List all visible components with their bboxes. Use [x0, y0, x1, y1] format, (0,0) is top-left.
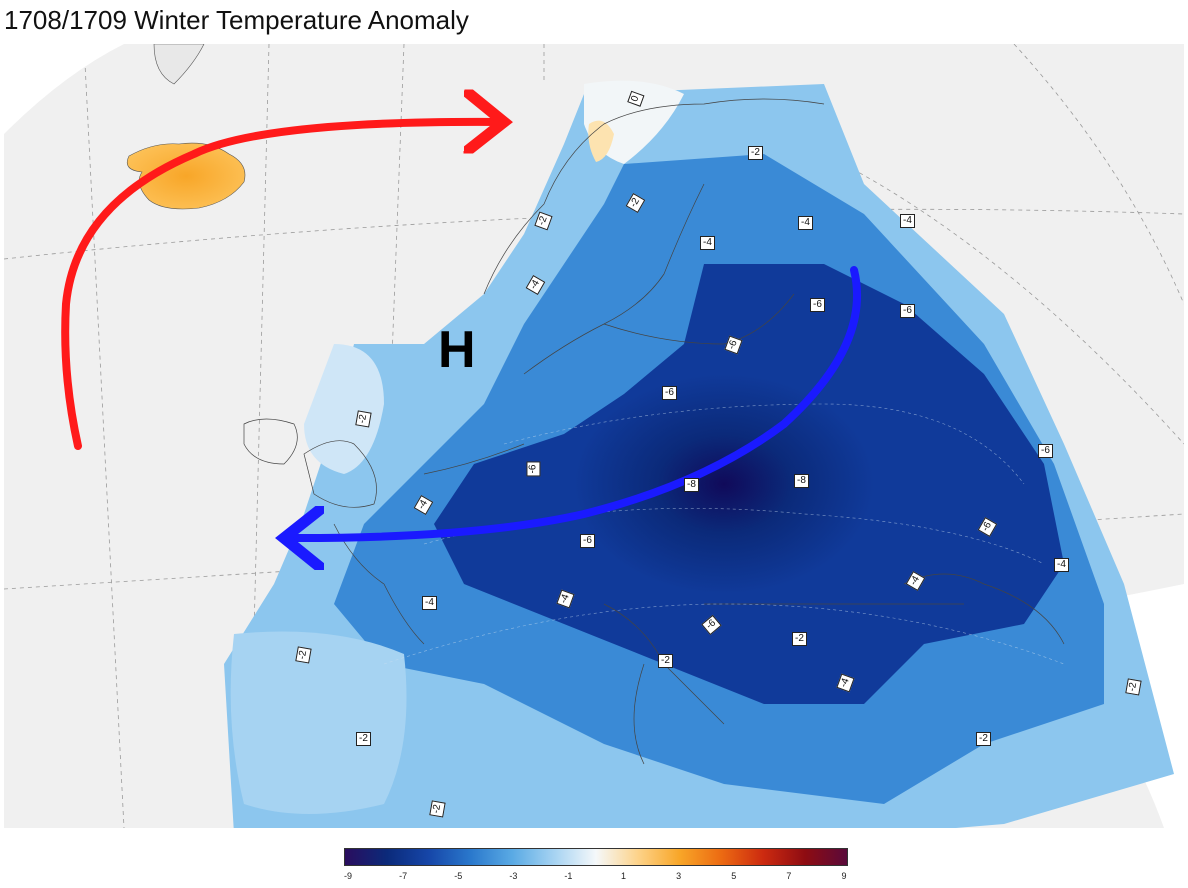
contour-label: -4 [798, 216, 813, 230]
contour-label: -4 [1054, 558, 1069, 572]
temperature-anomaly-map: 0 -2 -2 -2 -4 -4 -4 -4 -6 -6 -6 -6 -6 -2… [4, 44, 1184, 828]
colorbar-tick-label: 9 [841, 871, 847, 881]
colorbar-tick-label: 3 [676, 871, 682, 881]
contour-label: -8 [794, 474, 809, 488]
contour-label: -2 [748, 146, 763, 160]
colorbar-tick-label: -9 [343, 871, 353, 881]
contour-label: -4 [700, 236, 715, 250]
contour-label: -6 [662, 386, 677, 400]
contour-label: -2 [792, 632, 807, 646]
colorbar-tick-label: -7 [399, 871, 408, 881]
high-pressure-label: H [438, 321, 476, 379]
contour-label: -2 [1125, 678, 1142, 696]
contour-label: -2 [429, 800, 446, 818]
colorbar-tick-label: -1 [564, 871, 573, 881]
contour-label: -6 [580, 534, 595, 548]
contour-label: -2 [295, 646, 312, 664]
british-isles-field [304, 344, 384, 474]
map-title: 1708/1709 Winter Temperature Anomaly [4, 5, 469, 35]
contour-label: -4 [422, 596, 437, 610]
contour-label: -6 [526, 461, 541, 477]
greenland-coast [153, 44, 205, 85]
map-canvas [4, 44, 1184, 828]
contour-lines [383, 403, 1065, 665]
iceland [126, 142, 246, 210]
colorbar-tick-label: 5 [731, 871, 737, 881]
contour-label: -6 [810, 298, 825, 312]
contour-label: -8 [684, 478, 699, 492]
contour-label: -2 [658, 654, 673, 668]
contour-label: -2 [355, 410, 372, 428]
coastlines [243, 98, 1065, 765]
colorbar-legend: -9 -7 -5 -3 -1 1 3 5 7 9 [344, 848, 848, 884]
cold-air-flow-arrow [284, 266, 861, 538]
contour-label: -4 [900, 214, 915, 228]
colorbar-tick-label: -3 [509, 871, 518, 881]
contour-label: -6 [1038, 444, 1053, 458]
cold-core [574, 374, 874, 594]
colorbar-gradient [344, 848, 848, 866]
colorbar-tick-label: 7 [786, 871, 792, 881]
warm-air-flow-arrow [61, 122, 504, 450]
contour-label: -2 [976, 732, 991, 746]
colorbar-tick-label: -5 [454, 871, 463, 881]
contour-label: -2 [356, 732, 371, 746]
colorbar-tick-label: 1 [621, 871, 627, 881]
iberia-field [230, 631, 407, 814]
contour-label: -6 [900, 304, 915, 318]
